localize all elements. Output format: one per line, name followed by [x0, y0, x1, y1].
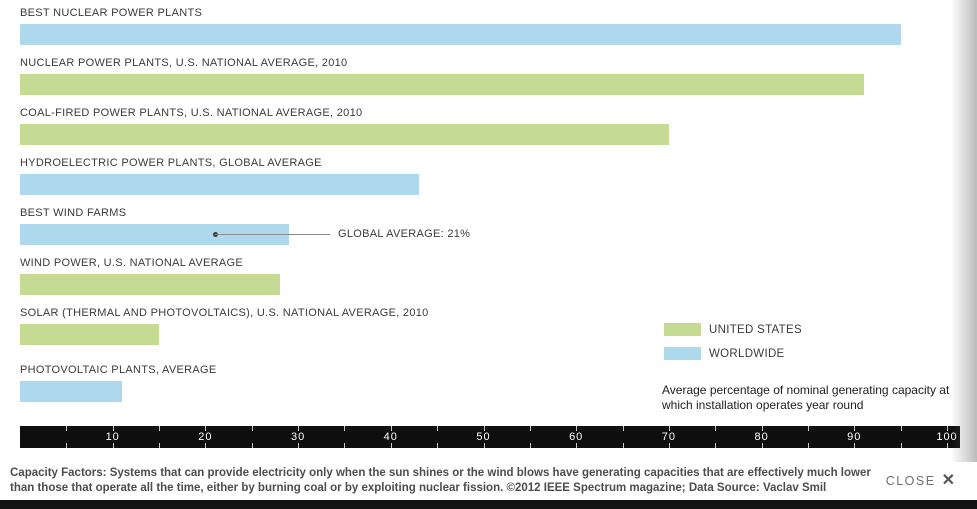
axis-tick — [251, 443, 253, 448]
axis-tick-label: 50 — [476, 431, 491, 443]
axis-tick — [576, 426, 578, 431]
background-page-strip — [0, 498, 977, 509]
axis-tick — [622, 443, 624, 448]
axis-tick — [344, 443, 346, 448]
axis-tick — [668, 426, 670, 431]
bar-united-states — [20, 324, 160, 345]
bar-united-states — [20, 74, 864, 95]
legend: UNITED STATES WORLDWIDE — [664, 323, 802, 371]
chart-row: COAL-FIRED POWER PLANTS, U.S. NATIONAL A… — [0, 107, 977, 157]
axis-tick — [298, 443, 300, 448]
bar-label: PHOTOVOLTAIC PLANTS, AVERAGE — [20, 364, 217, 376]
axis-note: Average percentage of nominal generating… — [662, 383, 950, 412]
axis-tick — [715, 443, 717, 448]
axis-tick — [437, 426, 439, 431]
axis-tick — [947, 426, 948, 431]
bar-label: COAL-FIRED POWER PLANTS, U.S. NATIONAL A… — [20, 107, 363, 119]
axis-tick — [807, 443, 809, 448]
axis-tick — [205, 426, 207, 431]
axis-tick — [390, 443, 392, 448]
axis-tick — [251, 426, 253, 431]
axis-tick — [854, 426, 856, 431]
chart-row: NUCLEAR POWER PLANTS, U.S. NATIONAL AVER… — [0, 57, 977, 107]
bar-worldwide — [20, 381, 122, 402]
axis-tick — [807, 426, 809, 431]
close-button-label: CLOSE — [885, 474, 936, 488]
axis-tick — [437, 443, 439, 448]
bar-label: HYDROELECTRIC POWER PLANTS, GLOBAL AVERA… — [20, 157, 322, 169]
caption-text: Capacity Factors: Systems that can provi… — [10, 467, 871, 494]
axis-tick — [344, 426, 346, 431]
axis-tick — [159, 426, 161, 431]
axis-tick — [947, 443, 948, 448]
chart-row: BEST WIND FARMS GLOBAL AVERAGE: 21% — [0, 207, 977, 257]
close-button[interactable]: CLOSE ✕ — [886, 473, 955, 489]
axis-tick-label: 40 — [383, 431, 398, 443]
legend-item-worldwide: WORLDWIDE — [664, 347, 802, 360]
axis-tick — [622, 426, 624, 431]
chart-row: PHOTOVOLTAIC PLANTS, AVERAGE — [0, 364, 977, 414]
axis-tick — [483, 426, 485, 431]
bar-united-states — [20, 274, 280, 295]
chart-row: WIND POWER, U.S. NATIONAL AVERAGE — [0, 257, 977, 307]
axis-tick — [483, 443, 485, 448]
axis-tick-label: 90 — [847, 431, 862, 443]
axis-tick-label: 20 — [198, 431, 213, 443]
bar-label: BEST WIND FARMS — [20, 207, 127, 219]
axis-tick-label: 80 — [754, 431, 769, 443]
bar-worldwide — [20, 174, 419, 195]
axis-tick — [112, 426, 114, 431]
axis-tick — [529, 443, 531, 448]
axis-tick — [205, 443, 207, 448]
chart-row: SOLAR (THERMAL AND PHOTOVOLTAICS), U.S. … — [0, 307, 977, 357]
axis-tick — [390, 426, 392, 431]
bar-label: BEST NUCLEAR POWER PLANTS — [20, 7, 203, 19]
axis-tick — [576, 443, 578, 448]
axis-tick-label: 100 — [936, 431, 958, 443]
axis-tick-label: 30 — [290, 431, 306, 443]
axis-tick-label: 60 — [569, 431, 584, 443]
x-axis: 10 20 30 40 50 60 70 80 90 100 — [20, 426, 960, 448]
close-icon: ✕ — [941, 472, 955, 489]
legend-swatch-united-states — [664, 323, 701, 336]
bar-label: WIND POWER, U.S. NATIONAL AVERAGE — [20, 257, 244, 269]
bar-united-states — [20, 124, 669, 145]
bar-worldwide — [20, 24, 901, 45]
axis-tick — [159, 443, 161, 448]
annotation-leader-line — [214, 234, 330, 235]
axis-tick — [66, 443, 68, 448]
axis-tick — [761, 426, 763, 431]
axis-tick — [715, 426, 717, 431]
chart-row: HYDROELECTRIC POWER PLANTS, GLOBAL AVERA… — [0, 157, 977, 207]
bar-label: SOLAR (THERMAL AND PHOTOVOLTAICS), U.S. … — [20, 307, 429, 319]
axis-tick — [668, 443, 670, 448]
bar-worldwide — [20, 224, 289, 245]
axis-tick-label: 10 — [105, 431, 120, 443]
axis-tick — [900, 443, 902, 448]
annotation-text: GLOBAL AVERAGE: 21% — [338, 228, 471, 240]
axis-tick-label: 70 — [661, 431, 677, 443]
legend-label: UNITED STATES — [709, 323, 802, 336]
axis-tick — [761, 443, 763, 448]
axis-tick — [66, 426, 68, 431]
bar-label: NUCLEAR POWER PLANTS, U.S. NATIONAL AVER… — [20, 57, 348, 69]
axis-tick — [298, 426, 300, 431]
axis-tick — [900, 426, 902, 431]
axis-tick — [529, 426, 531, 431]
axis-tick — [854, 443, 856, 448]
chart-row: BEST NUCLEAR POWER PLANTS — [0, 7, 977, 57]
legend-item-united-states: UNITED STATES — [664, 323, 802, 336]
legend-label: WORLDWIDE — [709, 347, 785, 360]
legend-swatch-worldwide — [664, 347, 701, 360]
chart-rows: BEST NUCLEAR POWER PLANTS NUCLEAR POWER P… — [0, 7, 977, 414]
axis-tick — [112, 443, 114, 448]
